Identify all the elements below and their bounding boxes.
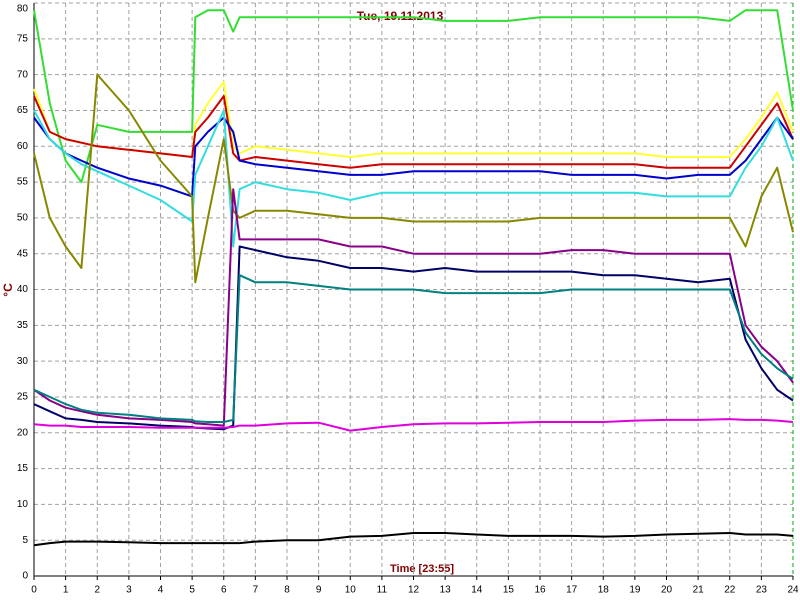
y-tick-label: 25: [17, 392, 29, 403]
x-tick-label: 14: [471, 585, 483, 596]
y-tick-label: 0: [22, 571, 28, 582]
x-tick-label: 21: [693, 585, 705, 596]
x-tick-label: 11: [377, 585, 388, 596]
x-tick-label: 7: [253, 585, 259, 596]
series-line: [33, 9, 794, 184]
y-tick-label: 30: [17, 356, 29, 367]
series-line: [33, 116, 794, 198]
y-tick-label: 5: [22, 535, 28, 546]
series-line: [33, 95, 794, 169]
x-tick-label: 1: [63, 585, 69, 596]
chart-title: Tue, 19.11.2013: [357, 9, 444, 23]
x-tick-label: 24: [787, 585, 799, 596]
y-tick-label: 80: [17, 4, 29, 15]
x-tick-label: 12: [408, 585, 420, 596]
y-tick-label: 45: [17, 248, 29, 259]
x-tick-label: 18: [598, 585, 610, 596]
x-tick-label: 8: [284, 585, 290, 596]
y-tick-label: 60: [17, 141, 29, 152]
x-tick-label: 9: [316, 585, 322, 596]
y-tick-label: 50: [17, 213, 29, 224]
y-tick-label: 65: [17, 105, 29, 116]
x-tick-label: 15: [503, 585, 515, 596]
x-tick-label: 5: [189, 585, 195, 596]
series-line: [33, 418, 794, 432]
x-tick-label: 3: [126, 585, 132, 596]
x-tick-label: 20: [661, 585, 673, 596]
y-tick-label: 35: [17, 320, 29, 331]
x-tick-label: 10: [345, 585, 357, 596]
y-tick-label: 20: [17, 427, 29, 438]
y-tick-label: 10: [17, 499, 29, 510]
series-line: [33, 73, 794, 284]
series-line: [33, 532, 794, 547]
series-line: [33, 245, 794, 431]
series-line: [33, 274, 794, 423]
y-tick-label: 15: [17, 463, 29, 474]
x-tick-label: 13: [440, 585, 452, 596]
y-tick-label: 75: [17, 33, 29, 44]
series-line: [33, 109, 794, 248]
x-axis-label: Time [23:55]: [390, 563, 454, 575]
x-tick-label: 2: [94, 585, 100, 596]
x-tick-label: 19: [629, 585, 641, 596]
y-tick-label: 70: [17, 69, 29, 80]
x-tick-label: 0: [31, 585, 37, 596]
x-tick-label: 6: [221, 585, 227, 596]
x-tick-label: 22: [724, 585, 736, 596]
series-line: [33, 188, 794, 427]
y-tick-label: 40: [17, 284, 29, 295]
y-tick-label: 55: [17, 177, 29, 188]
x-tick-label: 17: [566, 585, 578, 596]
y-axis-label: °C: [1, 283, 15, 297]
x-tick-label: 16: [534, 585, 546, 596]
x-tick-label: 4: [158, 585, 164, 596]
x-tick-label: 23: [756, 585, 768, 596]
